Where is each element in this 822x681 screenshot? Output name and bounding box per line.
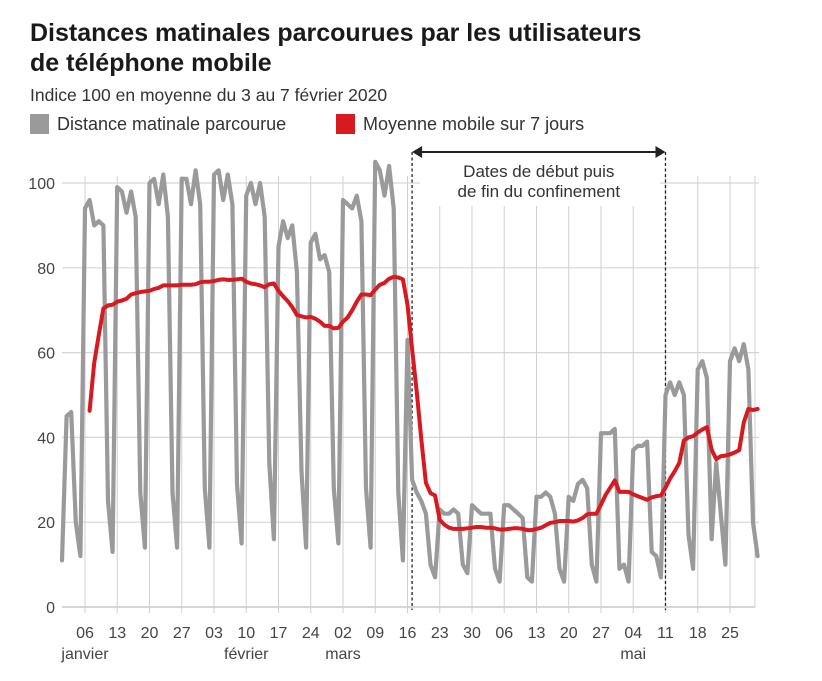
x-month-label: février — [224, 646, 269, 663]
y-tick-label: 20 — [37, 515, 55, 532]
x-tick-label: 11 — [657, 625, 674, 642]
x-month-label: mars — [325, 646, 361, 663]
x-tick-label: 20 — [560, 625, 578, 642]
legend-label-moving-average: Moyenne mobile sur 7 jours — [363, 114, 584, 134]
chart-title-line-1: Distances matinales parcourues par les u… — [30, 19, 641, 47]
lockdown-annotation: Dates de début puis de fin du confinemen… — [411, 146, 667, 610]
y-axis-ticks: 0 20 40 60 80 100 — [28, 176, 55, 617]
x-tick-label: 10 — [237, 625, 255, 642]
legend: Distance matinale parcourue Moyenne mobi… — [30, 114, 584, 134]
series-line-distance — [59, 159, 760, 584]
annotation-background — [420, 156, 660, 206]
x-tick-label: 20 — [141, 625, 159, 642]
chart-title-line-2: de téléphone mobile — [30, 49, 272, 77]
x-tick-label: 17 — [270, 625, 288, 642]
x-tick-label: 18 — [689, 625, 707, 642]
annotation-text-line-1: Dates de début puis — [463, 162, 614, 181]
x-month-label: janvier — [60, 646, 109, 663]
annotation-text-line-2: de fin du confinement — [458, 182, 621, 201]
x-tick-label: 04 — [624, 625, 642, 642]
x-tick-label: 02 — [334, 625, 352, 642]
y-tick-label: 40 — [37, 430, 55, 447]
x-tick-label: 09 — [366, 625, 384, 642]
x-tick-label: 13 — [528, 625, 546, 642]
x-tick-label: 06 — [76, 625, 94, 642]
y-tick-label: 0 — [46, 600, 55, 617]
x-month-label: mai — [620, 646, 646, 663]
y-tick-label: 60 — [37, 346, 55, 363]
chart-subtitle: Indice 100 en moyenne du 3 au 7 février … — [30, 85, 387, 105]
x-tick-label: 27 — [173, 625, 191, 642]
legend-swatch-moving-average — [336, 114, 355, 134]
x-tick-label: 16 — [399, 625, 417, 642]
x-tick-label: 03 — [205, 625, 223, 642]
x-tick-label: 30 — [463, 625, 481, 642]
y-tick-label: 100 — [28, 176, 55, 193]
legend-swatch-distance — [30, 114, 49, 134]
legend-label-distance: Distance matinale parcourue — [57, 114, 286, 134]
arrow-left-icon — [412, 146, 423, 158]
x-tick-label: 24 — [302, 625, 320, 642]
arrow-right-icon — [655, 146, 666, 158]
x-tick-label: 13 — [108, 625, 126, 642]
series-line-moving-average — [87, 274, 760, 533]
y-tick-label: 80 — [37, 261, 55, 278]
x-tick-label: 23 — [431, 625, 449, 642]
x-tick-label: 27 — [592, 625, 610, 642]
x-tick-label: 06 — [495, 625, 513, 642]
x-tick-label: 25 — [721, 625, 739, 642]
